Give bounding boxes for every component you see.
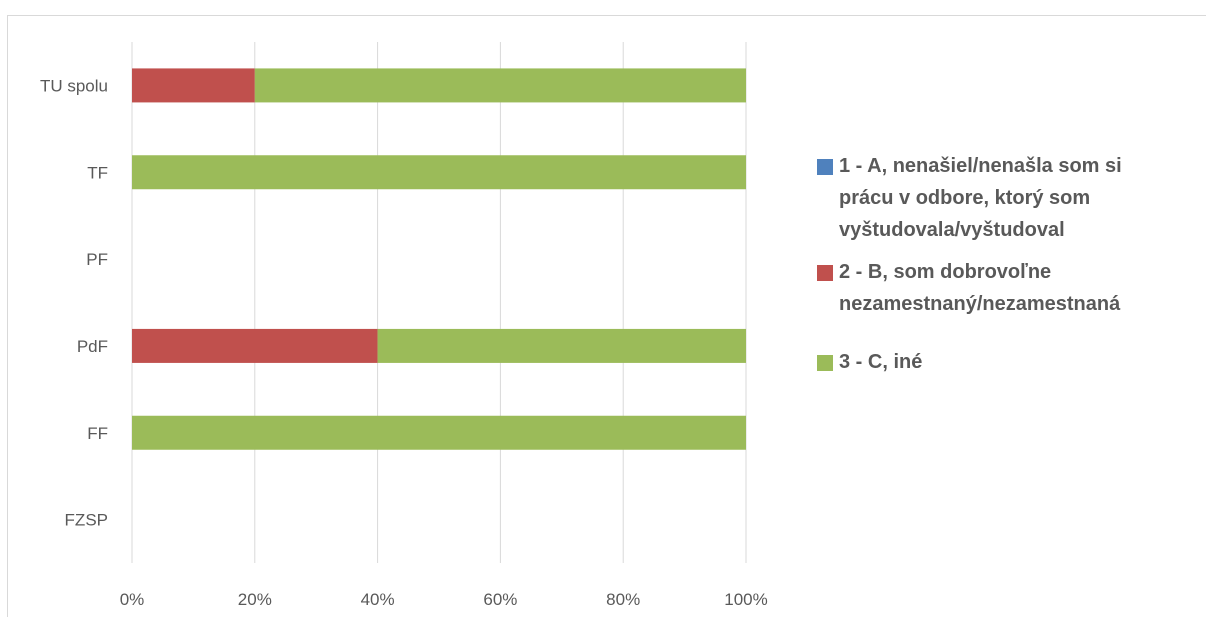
legend-swatch-series-3 bbox=[817, 355, 833, 371]
legend-label-series-2-line-2: nezamestnaný/nezamestnaná bbox=[839, 293, 1121, 315]
y-tick-label: TU spolu bbox=[40, 76, 108, 95]
legend-label-series-2-line-1: 2 - B, som dobrovoľne bbox=[839, 261, 1052, 283]
legend: 1 - A, nenašiel/nenašla som si prácu v o… bbox=[817, 150, 1197, 378]
bar-series-2 bbox=[132, 68, 255, 103]
x-tick-label: 100% bbox=[724, 590, 767, 609]
legend-label-series-1-line-2: prácu v odbore, ktorý som bbox=[839, 187, 1091, 209]
bar-series-2 bbox=[132, 328, 378, 363]
y-tick-label: PF bbox=[86, 250, 108, 269]
y-tick-label: PdF bbox=[77, 337, 108, 356]
legend-label-series-3-line-1: 3 - C, iné bbox=[839, 351, 923, 373]
bar-series-3 bbox=[132, 415, 746, 450]
legend-swatch-series-1 bbox=[817, 159, 833, 175]
y-tick-label: FF bbox=[87, 424, 108, 443]
x-tick-label: 20% bbox=[238, 590, 272, 609]
y-tick-label: TF bbox=[87, 163, 108, 182]
x-tick-label: 60% bbox=[483, 590, 517, 609]
x-tick-label: 40% bbox=[361, 590, 395, 609]
bar-series-3 bbox=[377, 328, 746, 363]
chart-area bbox=[7, 15, 1206, 617]
y-tick-label: FZSP bbox=[65, 511, 108, 530]
bar-series-3 bbox=[132, 155, 746, 190]
bar-series-3 bbox=[254, 68, 747, 103]
legend-item-series-2: 2 - B, som dobrovoľne nezamestnaný/nezam… bbox=[817, 256, 1197, 320]
x-tick-label: 80% bbox=[606, 590, 640, 609]
legend-label-series-1-line-3: vyštudovala/vyštudoval bbox=[839, 219, 1065, 241]
legend-item-series-1: 1 - A, nenašiel/nenašla som si prácu v o… bbox=[817, 150, 1197, 246]
x-tick-label: 0% bbox=[120, 590, 145, 609]
legend-item-series-3: 3 - C, iné bbox=[817, 346, 1197, 378]
legend-swatch-series-2 bbox=[817, 265, 833, 281]
legend-label-series-1-line-1: 1 - A, nenašiel/nenašla som si bbox=[839, 155, 1122, 177]
